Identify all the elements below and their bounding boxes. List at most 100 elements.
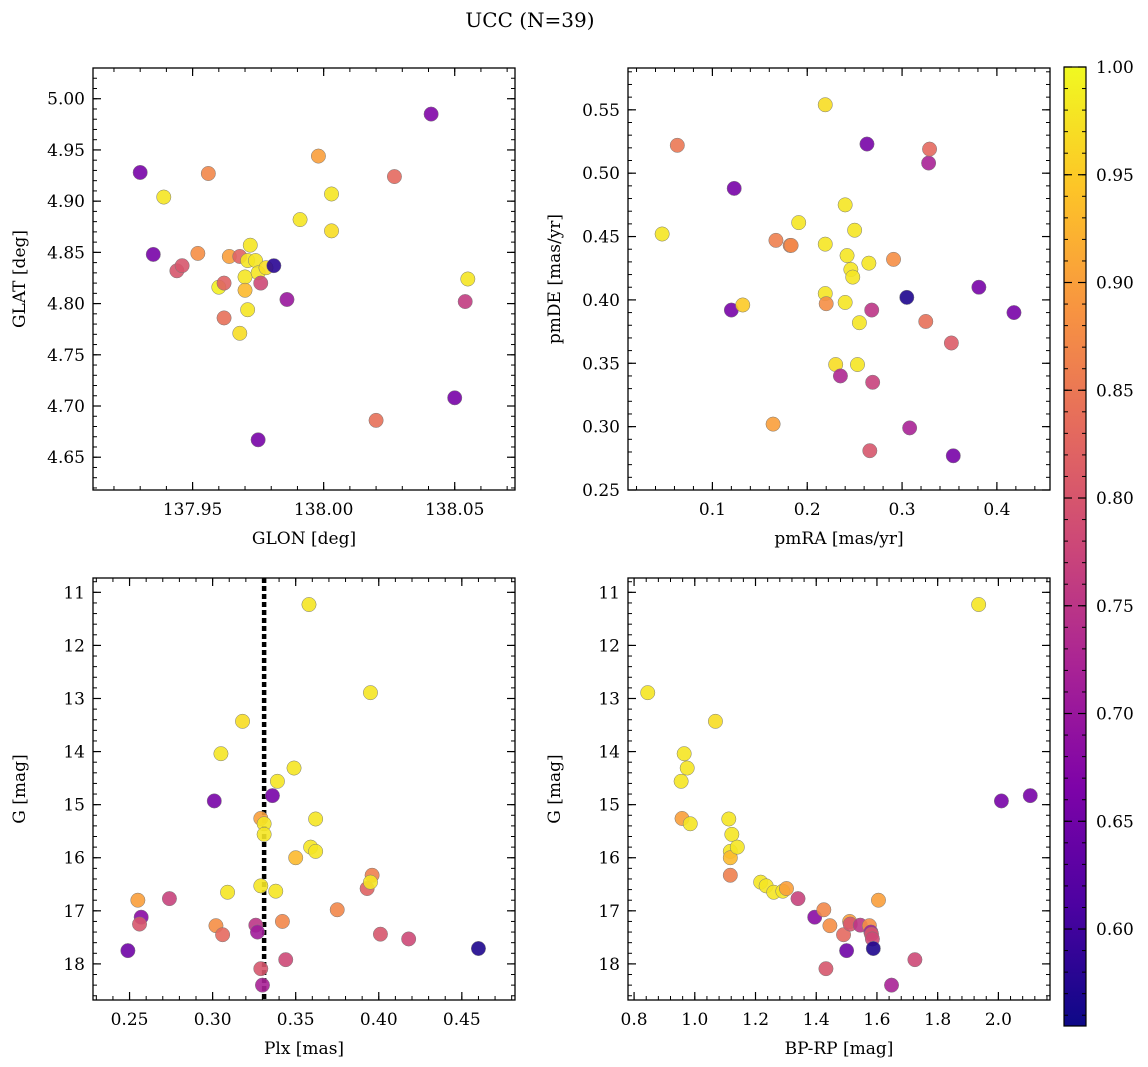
data-point [839,248,855,264]
data-point [253,878,269,894]
y-tick-label: 0.50 [582,164,620,184]
colorbar-tick-label: 0.60 [1096,920,1134,940]
data-point [907,952,923,968]
data-point [859,136,875,152]
glon-glat-panel: 137.95 138.00 138.05 4.65 4.70 4.75 4.80 4.85 4.… [10,67,516,549]
x-tick-label: 1.4 [803,1010,830,1030]
y-tick-label: 0.30 [582,418,620,438]
data-point [269,773,285,789]
data-point [213,746,229,762]
y-tick-label: 18 [63,955,85,975]
data-point [707,713,723,729]
plx-g-panel: 0.25 0.30 0.35 0.40 0.45 11 12 13 14 15 16 17 18 Plx … [10,577,516,1059]
data-point [274,913,290,929]
x-tick-label: 1.0 [681,1010,708,1030]
x-tick-label: 0.40 [360,1010,398,1030]
data-point [253,961,269,977]
data-point [161,891,177,907]
data-point [190,245,206,261]
data-point [676,746,692,762]
x-tick-label: 138.00 [294,500,353,520]
y-tick-label: 4.85 [47,243,85,263]
y-tick-label: 13 [63,689,85,709]
y-tick-label: 16 [598,849,620,869]
data-point [174,258,190,274]
x-tick-label: 0.8 [621,1010,648,1030]
data-point [871,892,886,908]
data-point [329,902,345,918]
y-tick-label: 12 [598,636,620,656]
data-point [250,432,266,448]
data-point [216,310,232,326]
data-point [130,892,146,908]
data-point [372,926,388,942]
data-point [232,325,248,341]
data-point [363,874,378,890]
data-point [971,279,987,295]
data-point [865,941,881,956]
data-point [839,943,855,959]
data-point [423,106,439,122]
y-tick-label: 4.70 [47,397,85,417]
data-point [779,881,794,896]
data-point [682,816,698,832]
x-tick-label: 0.3 [889,500,916,520]
data-point [654,226,670,242]
data-point [220,884,236,900]
data-point [216,275,232,291]
data-point [460,271,476,287]
data-point [132,916,147,932]
colorbar-tick-label: 0.75 [1096,597,1134,617]
data-point [768,232,784,248]
data-point [301,597,317,612]
x-tick-label: 0.2 [794,500,821,520]
colorbar-tick-label: 0.95 [1096,166,1134,186]
data-point [817,97,833,113]
y-tick-label: 15 [598,796,620,816]
axes-frame [627,577,1051,1001]
x-tick-label: 2.0 [985,1010,1012,1030]
y-tick-label: 15 [63,796,85,816]
data-point [401,931,417,947]
data-point [132,165,148,180]
data-point [818,296,834,312]
data-point [837,294,853,310]
data-point [264,788,280,804]
data-point [845,269,861,285]
data-point [943,335,959,351]
data-point [679,760,695,776]
x-tick-label: 1.8 [924,1010,951,1030]
data-point [945,448,961,464]
colorbar-gradient [1063,66,1087,1027]
y-tick-label: 0.40 [582,291,620,311]
data-point [386,169,402,185]
data-point [286,760,302,776]
x-tick-label: 137.95 [163,500,222,520]
data-point [735,297,751,313]
data-point [292,212,308,228]
data-point [288,850,304,866]
data-point [721,811,737,827]
data-point [457,294,473,309]
y-tick-label: 11 [598,583,620,603]
data-point [722,867,738,883]
y-tick-label: 4.65 [47,448,85,468]
y-tick-label: 17 [63,902,85,922]
data-point [899,289,915,305]
data-point [993,793,1009,809]
y-tick-label: 4.80 [47,295,85,315]
x-tick-label: 138.05 [425,500,484,520]
data-point [726,180,742,196]
data-point [324,186,339,202]
data-point [278,952,294,968]
data-point [816,902,832,918]
data-point [145,246,161,262]
colorbar: 0.60 0.65 0.70 0.75 0.80 0.85 0.90 0.95 1.00 [1063,58,1134,1027]
data-point [156,189,172,205]
data-point [836,927,852,943]
y-tick-label: 0.35 [582,354,620,374]
data-point [308,843,324,859]
data-point [215,927,231,943]
data-point [729,839,745,855]
